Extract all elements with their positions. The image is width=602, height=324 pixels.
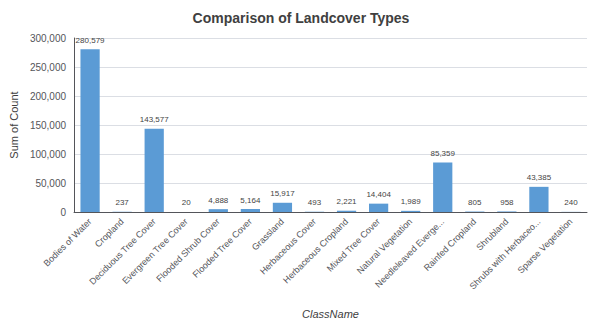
svg-text:14,404: 14,404 <box>366 190 391 199</box>
svg-text:143,577: 143,577 <box>140 115 169 124</box>
svg-text:200,000: 200,000 <box>30 91 67 102</box>
svg-text:Sparse Vegetation: Sparse Vegetation <box>516 216 575 275</box>
svg-text:250,000: 250,000 <box>30 62 67 73</box>
svg-text:Herbaceous Cropland: Herbaceous Cropland <box>281 216 351 286</box>
svg-text:2,221: 2,221 <box>337 197 358 206</box>
svg-text:Flooded Tree Cover: Flooded Tree Cover <box>191 216 254 279</box>
svg-text:100,000: 100,000 <box>30 149 67 160</box>
svg-text:Herbaceous Cover: Herbaceous Cover <box>258 216 318 276</box>
svg-text:240: 240 <box>564 198 578 207</box>
svg-text:237: 237 <box>115 198 129 207</box>
svg-text:Flooded Shrub Cover: Flooded Shrub Cover <box>154 216 222 284</box>
svg-text:280,579: 280,579 <box>76 36 105 45</box>
svg-text:300,000: 300,000 <box>30 33 67 44</box>
svg-text:Bodies of Water: Bodies of Water <box>42 216 94 268</box>
svg-text:Comparison of Landcover Types: Comparison of Landcover Types <box>193 10 410 26</box>
svg-text:Cropland: Cropland <box>93 216 126 249</box>
svg-text:805: 805 <box>468 198 482 207</box>
svg-text:20: 20 <box>182 198 191 207</box>
svg-text:958: 958 <box>500 198 514 207</box>
svg-text:15,917: 15,917 <box>270 189 295 198</box>
svg-text:Grassland: Grassland <box>249 216 286 253</box>
svg-text:Shrubs with Herbaceo...: Shrubs with Herbaceo... <box>467 216 543 292</box>
svg-text:Evergreen Tree Cover: Evergreen Tree Cover <box>120 216 190 286</box>
svg-text:493: 493 <box>308 198 322 207</box>
svg-text:43,385: 43,385 <box>527 173 552 182</box>
svg-text:Needleleaved Everge...: Needleleaved Everge... <box>373 216 447 290</box>
svg-text:85,359: 85,359 <box>430 149 455 158</box>
svg-text:50,000: 50,000 <box>35 178 66 189</box>
svg-text:Natural Vegetation: Natural Vegetation <box>355 216 414 275</box>
svg-text:Mixed Tree Cover: Mixed Tree Cover <box>325 216 382 273</box>
svg-text:4,888: 4,888 <box>208 196 229 205</box>
svg-text:ClassName: ClassName <box>302 308 359 320</box>
svg-text:0: 0 <box>60 207 66 218</box>
svg-text:5,164: 5,164 <box>240 196 261 205</box>
svg-text:Deciduous Tree Cover: Deciduous Tree Cover <box>87 216 158 287</box>
svg-text:150,000: 150,000 <box>30 120 67 131</box>
svg-text:Sum of Count: Sum of Count <box>8 91 20 158</box>
svg-text:Rainfed Cropland: Rainfed Cropland <box>422 216 479 273</box>
svg-text:1,989: 1,989 <box>401 197 422 206</box>
svg-text:Shrubland: Shrubland <box>474 216 511 253</box>
